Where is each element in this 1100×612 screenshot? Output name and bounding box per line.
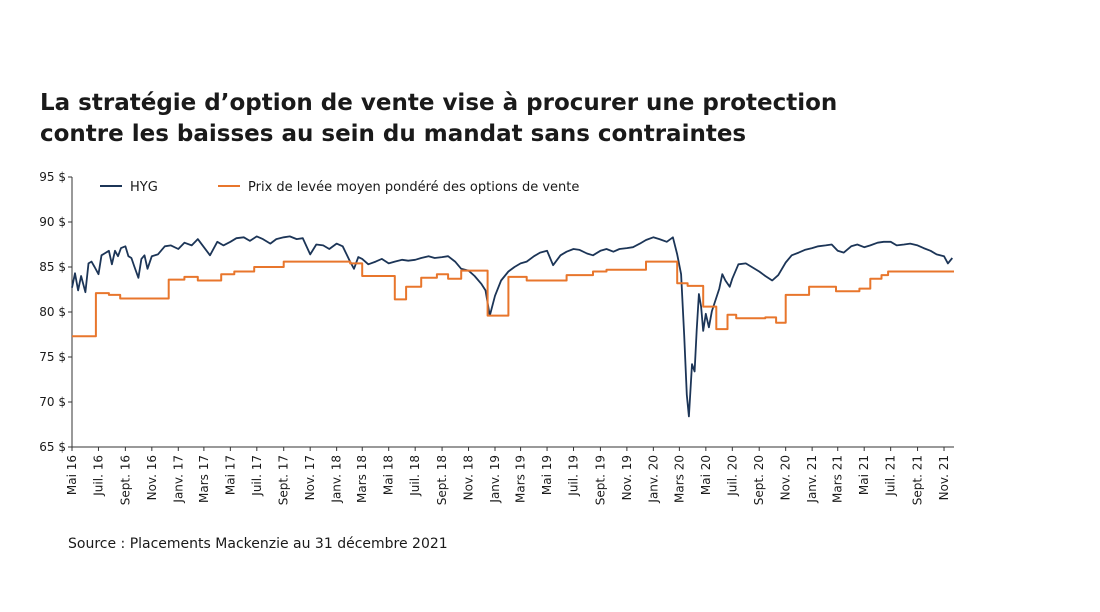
x-tick-label: Janv. 17 — [171, 455, 185, 504]
series-line-strike-price — [72, 260, 954, 338]
x-tick-label: Sept. 19 — [593, 455, 607, 505]
y-tick-label: 65 $ — [39, 440, 66, 454]
legend-label: Prix de levée moyen pondéré des options … — [248, 180, 579, 195]
x-tick-label: Nov. 19 — [620, 455, 634, 500]
x-tick-label: Sept. 20 — [752, 455, 766, 505]
x-tick-label: Juil. 18 — [408, 455, 422, 497]
x-tick-label: Janv. 19 — [488, 455, 502, 504]
x-tick-label: Sept. 16 — [118, 455, 132, 505]
y-tick-label: 95 $ — [39, 170, 66, 184]
source-note: Source : Placements Mackenzie au 31 déce… — [68, 536, 448, 552]
y-tick-label: 85 $ — [39, 260, 66, 274]
x-tick-label: Mars 21 — [831, 455, 845, 503]
chart-title: La stratégie d’option de vente vise à pr… — [40, 88, 1040, 150]
legend: HYG Prix de levée moyen pondéré des optio… — [100, 180, 579, 195]
x-tick-label: Mai 21 — [857, 455, 871, 495]
x-tick-label: Mars 20 — [672, 455, 686, 503]
x-tick-label: Sept. 21 — [911, 455, 925, 505]
y-axis: 95 $ 90 $ 85 $ 80 $ 75 $ 70 $ 65 $ — [39, 170, 73, 454]
y-tick-label: 90 $ — [39, 215, 66, 229]
x-tick-label: Juil. 20 — [725, 455, 739, 497]
x-tick-label: Sept. 18 — [435, 455, 449, 505]
x-tick-label: Mars 17 — [197, 455, 211, 503]
series-group — [71, 235, 954, 418]
x-tick-label: Nov. 20 — [779, 455, 793, 500]
x-tick-label: Mars 18 — [355, 455, 369, 503]
x-tick-label: Janv. 21 — [805, 455, 819, 504]
x-axis: Mai 16 Juil. 16 Sept. 16 Nov. 16 Janv. 17 Mar… — [65, 446, 954, 505]
x-tick-label: Mai 20 — [699, 455, 713, 495]
chart-title-line-1: La stratégie d’option de vente vise à pr… — [40, 90, 838, 116]
x-tick-label: Janv. 20 — [646, 455, 660, 504]
x-tick-label: Nov. 17 — [303, 455, 317, 500]
x-tick-label: Sept. 17 — [277, 455, 291, 505]
x-tick-label: Mars 19 — [514, 455, 528, 503]
x-tick-label: Mai 18 — [382, 455, 396, 495]
x-tick-label: Nov. 18 — [462, 455, 476, 500]
y-tick-label: 75 $ — [39, 350, 66, 364]
chart-title-line-2: contre les baisses au sein du mandat san… — [40, 121, 747, 147]
x-tick-label: Juil. 16 — [91, 455, 105, 497]
x-tick-label: Nov. 21 — [937, 455, 951, 500]
x-tick-label: Juil. 21 — [884, 455, 898, 497]
x-tick-label: Juil. 19 — [567, 455, 581, 497]
legend-label: HYG — [130, 180, 158, 195]
x-tick-label: Mai 16 — [65, 455, 79, 495]
x-tick-label: Nov. 16 — [145, 455, 159, 500]
series-line-hyg — [71, 235, 953, 418]
x-tick-label: Juil. 17 — [250, 455, 264, 497]
x-tick-label: Mai 19 — [540, 455, 554, 495]
x-tick-label: Mai 17 — [223, 455, 237, 495]
y-tick-label: 70 $ — [39, 395, 66, 409]
x-tick-label: Janv. 18 — [330, 455, 344, 504]
y-tick-label: 80 $ — [39, 305, 66, 319]
